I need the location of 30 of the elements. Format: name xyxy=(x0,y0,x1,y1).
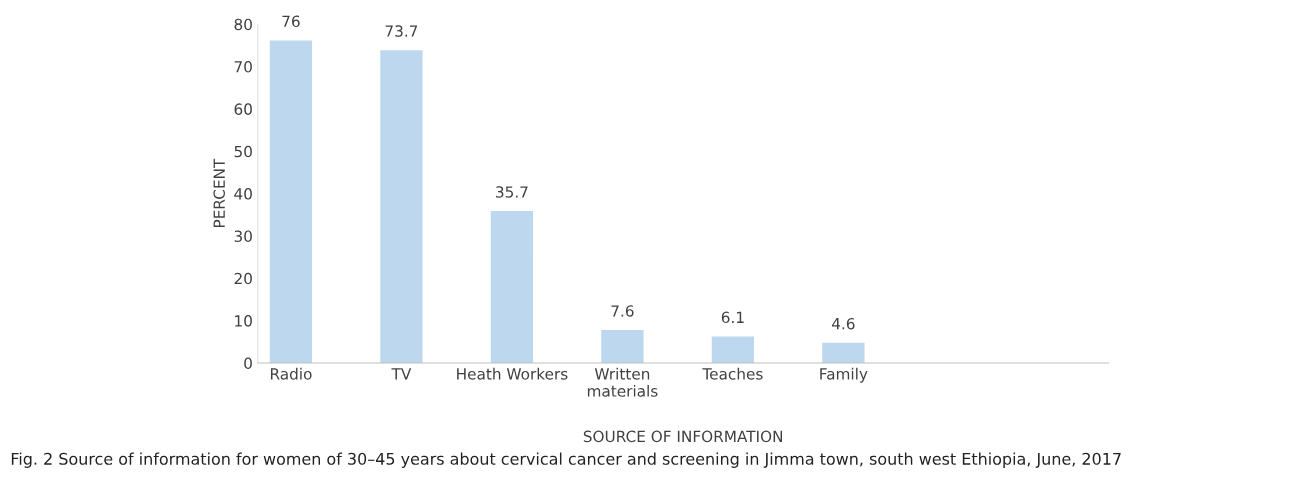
y-tick-label: 80 xyxy=(234,18,252,31)
bar xyxy=(822,342,865,363)
x-axis-title: SOURCE OF INFORMATION xyxy=(583,430,783,443)
bar xyxy=(601,330,644,363)
bar xyxy=(490,211,534,363)
x-tick-label: Teaches xyxy=(702,367,763,380)
data-label: 35.7 xyxy=(496,186,528,198)
bar xyxy=(380,50,423,363)
x-tick-label: Family xyxy=(820,367,868,383)
x-tick-label: Written materials xyxy=(587,367,658,397)
data-label: 73.7 xyxy=(385,25,418,37)
bar xyxy=(269,40,313,363)
y-axis-title: PERCENT xyxy=(213,158,225,227)
caption: Fig. 2 Source of information for women of 30–45 years about cervical cancer and screening in Jimma town, south west Ethiopia, June, 2017 xyxy=(11,452,1121,468)
data-label: 7.6 xyxy=(611,305,634,317)
x-tick-label: Radio xyxy=(270,367,312,380)
y-tick-label: 60 xyxy=(234,103,252,115)
bar xyxy=(711,336,755,363)
y-tick-label: 10 xyxy=(235,315,252,327)
y-tick-label: 20 xyxy=(234,272,252,285)
data-label: 76 xyxy=(282,15,300,28)
data-label: 4.6 xyxy=(831,317,855,330)
x-tick-label: TV xyxy=(391,368,412,380)
y-tick-label: 30 xyxy=(234,230,252,242)
data-label: 6.1 xyxy=(721,311,744,324)
x-tick-label: Heath Workers xyxy=(457,367,568,380)
y-tick-label: 0 xyxy=(244,357,252,370)
y-tick-label: 50 xyxy=(234,145,252,158)
y-tick-label: 70 xyxy=(234,61,252,73)
y-tick-label: 40 xyxy=(234,188,252,200)
